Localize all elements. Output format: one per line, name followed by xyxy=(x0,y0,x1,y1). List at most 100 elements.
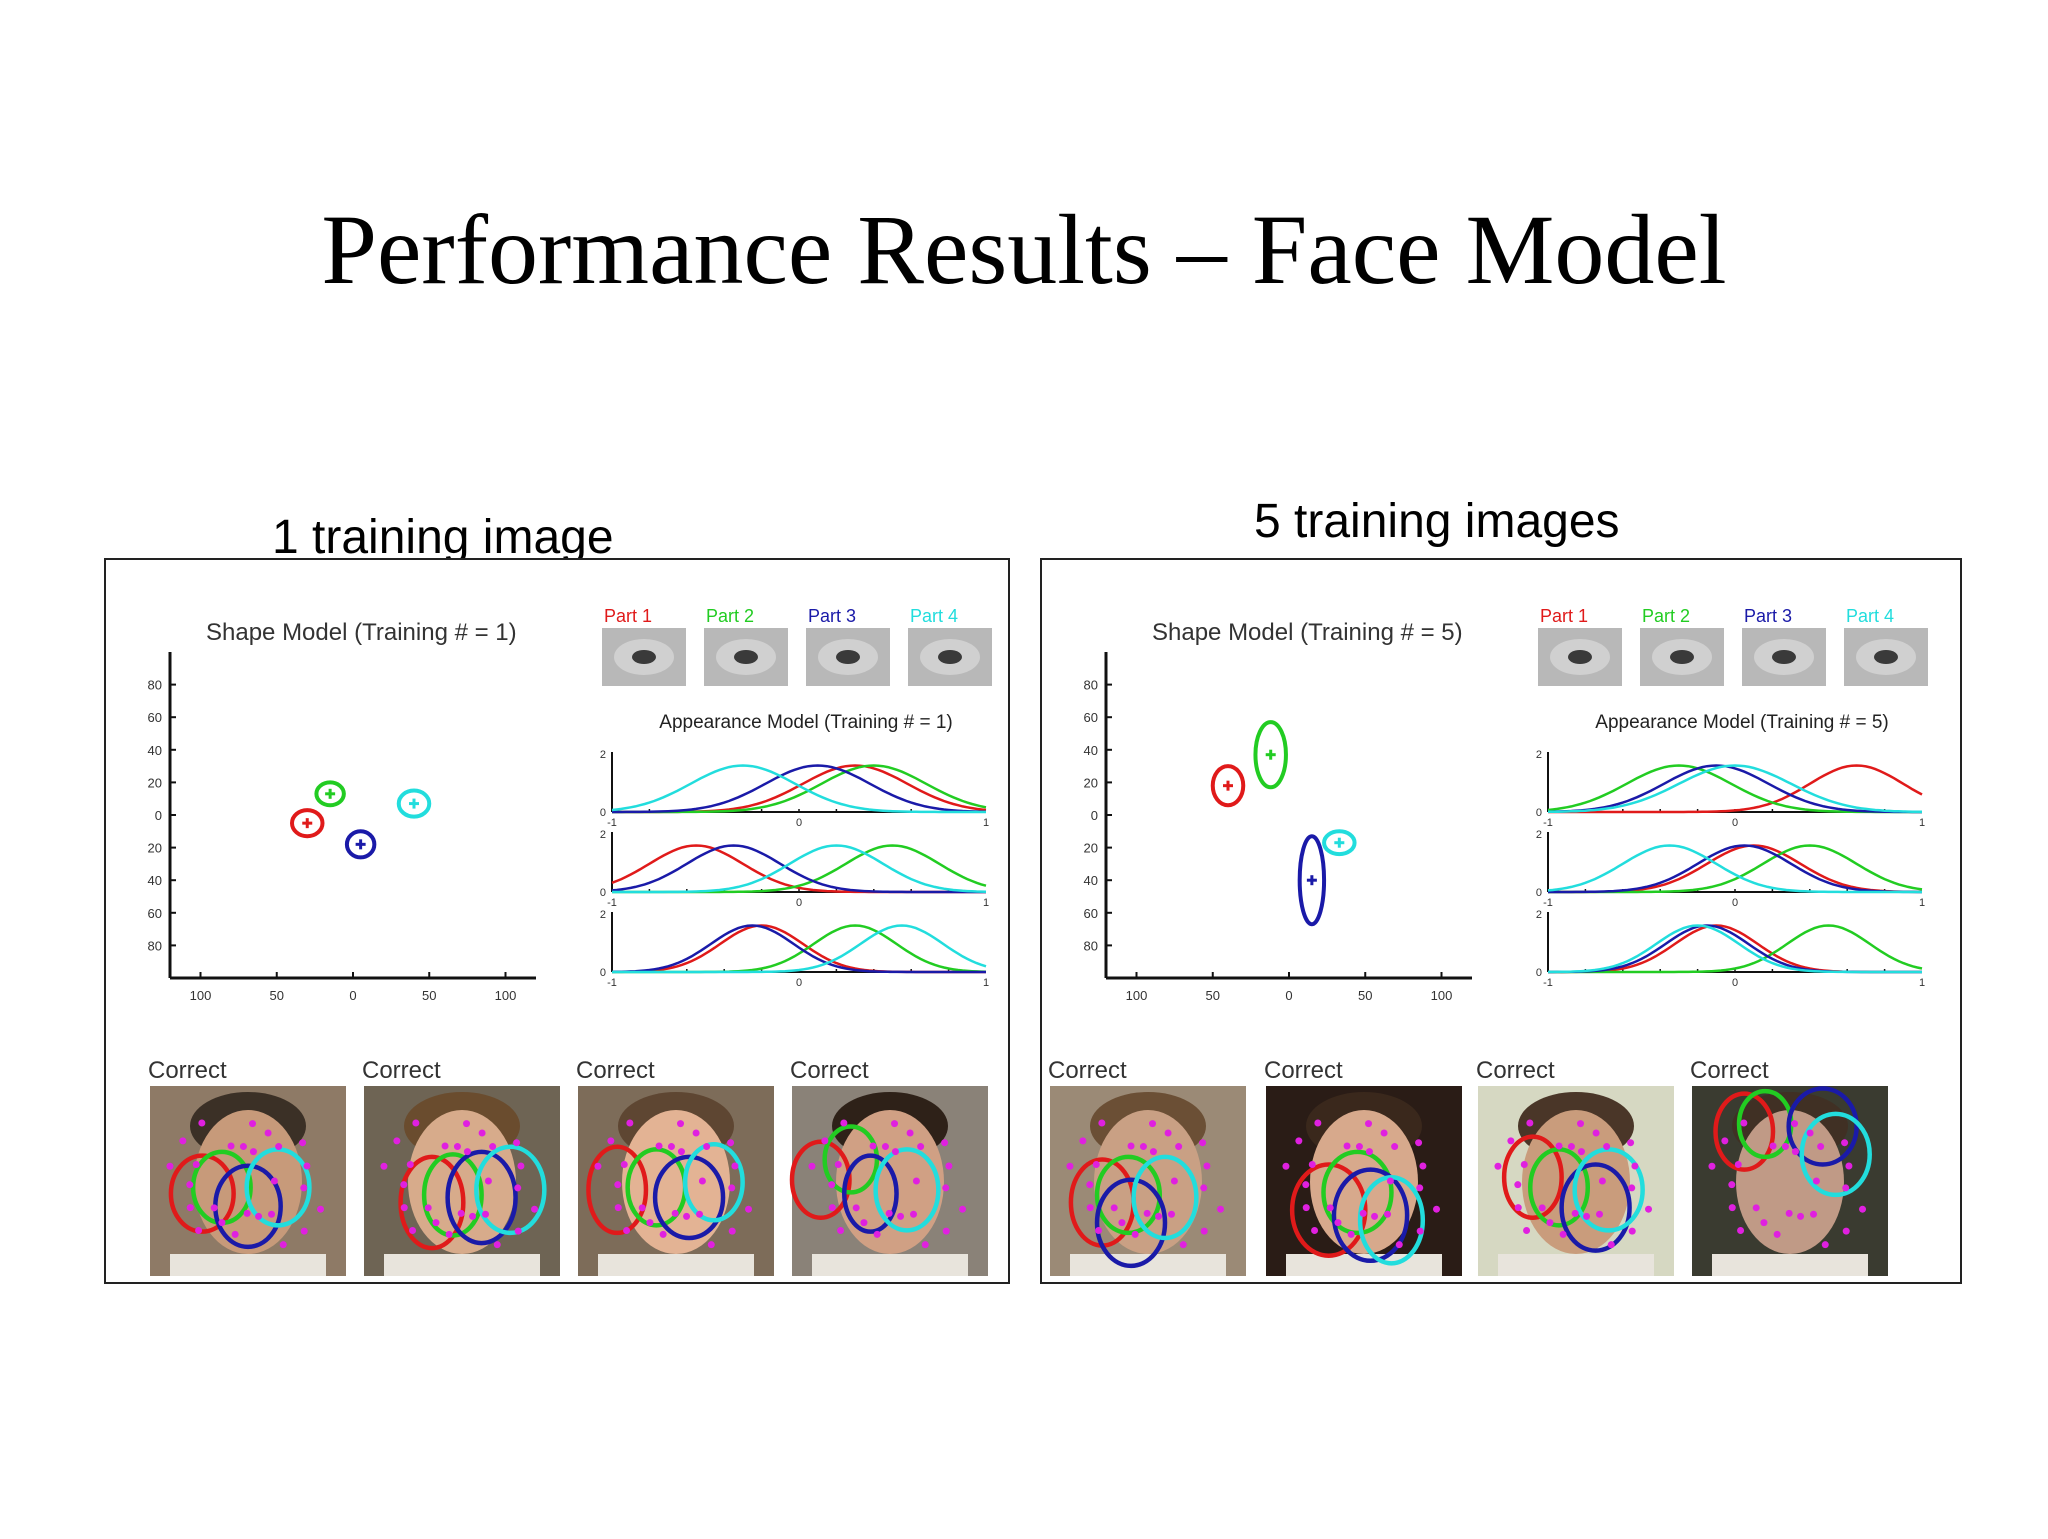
face-part-ellipse xyxy=(168,1153,236,1234)
appearance-y-tick-label: 0 xyxy=(600,807,606,819)
feature-point xyxy=(828,1181,836,1189)
feature-point xyxy=(400,1204,408,1212)
feature-point xyxy=(646,1219,654,1227)
shape-part-ellipse xyxy=(314,780,346,808)
face-part-ellipse xyxy=(1321,1149,1394,1236)
feature-point xyxy=(1203,1162,1211,1170)
feature-point xyxy=(959,1205,967,1213)
shape-y-tick-label: 60 xyxy=(148,710,162,725)
feature-point xyxy=(728,1227,736,1235)
face-detection-image xyxy=(364,1086,560,1276)
feature-point xyxy=(667,1143,675,1151)
feature-point xyxy=(698,1177,706,1185)
feature-point xyxy=(1520,1160,1528,1168)
feature-point xyxy=(1628,1227,1636,1235)
feature-point xyxy=(1314,1119,1322,1127)
feature-point xyxy=(255,1212,263,1220)
feature-point xyxy=(1607,1241,1615,1249)
feature-point xyxy=(270,1177,278,1185)
face-shoulders xyxy=(384,1254,540,1276)
feature-point xyxy=(945,1162,953,1170)
face-skin xyxy=(836,1110,944,1254)
face-part-ellipse xyxy=(1786,1086,1859,1167)
feature-point xyxy=(677,1120,685,1128)
feature-point xyxy=(424,1204,432,1212)
feature-point xyxy=(881,1143,889,1151)
feature-point xyxy=(745,1205,753,1213)
shape-part-ellipse xyxy=(344,829,377,860)
feature-point xyxy=(412,1119,420,1127)
appearance-x-tick-label: 1 xyxy=(1919,897,1925,909)
face-part-ellipse xyxy=(1713,1091,1776,1172)
face-part-ellipse xyxy=(789,1139,852,1220)
feature-point xyxy=(1416,1184,1424,1192)
shape-part-ellipse xyxy=(1322,829,1357,857)
feature-point xyxy=(834,1160,842,1168)
feature-point xyxy=(1311,1226,1319,1234)
feature-point xyxy=(1118,1219,1126,1227)
feature-point xyxy=(1598,1177,1606,1185)
face-part-ellipse xyxy=(586,1144,649,1236)
feature-point xyxy=(1384,1210,1392,1218)
figure-panel-right: Shape Model (Training # = 5) 80 60 40 20 0 20 4… xyxy=(1040,558,1962,1284)
result-label: Correct xyxy=(1690,1057,1769,1084)
part-label: Part 3 xyxy=(808,606,856,626)
shape-x-tick-label: 100 xyxy=(1431,988,1453,1003)
feature-point xyxy=(912,1177,920,1185)
appearance-model-title: Appearance Model (Training # = 1) xyxy=(659,712,952,733)
part-thumbnail-feature xyxy=(1670,650,1694,664)
shape-part-ellipse xyxy=(1253,720,1288,790)
face-skin xyxy=(1094,1110,1202,1254)
feature-point xyxy=(1282,1162,1290,1170)
feature-point xyxy=(1395,1241,1403,1249)
feature-point xyxy=(677,1148,685,1156)
shape-x-tick-label: 50 xyxy=(1358,988,1372,1003)
feature-point xyxy=(514,1227,522,1235)
feature-point xyxy=(1571,1209,1579,1217)
feature-point xyxy=(1791,1120,1799,1128)
shape-x-tick-label: 100 xyxy=(190,988,212,1003)
feature-point xyxy=(696,1210,704,1218)
appearance-gaussian-curve xyxy=(612,764,987,814)
shape-x-tick-label: 50 xyxy=(1206,988,1220,1003)
feature-point xyxy=(166,1162,174,1170)
feature-point xyxy=(1343,1142,1351,1150)
shape-y-tick-label: 80 xyxy=(148,678,162,693)
appearance-y-tick-label: 0 xyxy=(1536,807,1542,819)
face-shoulders xyxy=(1070,1254,1226,1276)
face-shoulders xyxy=(812,1254,968,1276)
appearance-gaussian-curve xyxy=(1547,844,1922,894)
feature-point xyxy=(1842,1227,1850,1235)
feature-point xyxy=(1168,1210,1176,1218)
feature-point xyxy=(1760,1219,1768,1227)
appearance-x-tick-label: 0 xyxy=(1732,897,1738,909)
appearance-gaussian-curve xyxy=(1547,764,1922,814)
feature-point xyxy=(1728,1181,1736,1189)
feature-point xyxy=(1841,1139,1849,1147)
appearance-y-tick-label: 2 xyxy=(1536,829,1542,841)
feature-point xyxy=(1810,1210,1818,1218)
feature-point xyxy=(463,1148,471,1156)
appearance-x-tick-label: 0 xyxy=(796,897,802,909)
feature-point xyxy=(243,1209,251,1217)
face-part-ellipse xyxy=(682,1142,745,1223)
appearance-x-tick-label: 0 xyxy=(796,817,802,829)
feature-point xyxy=(1365,1120,1373,1128)
feature-point xyxy=(432,1219,440,1227)
feature-point xyxy=(249,1120,257,1128)
shape-y-tick-label: 20 xyxy=(148,775,162,790)
feature-point xyxy=(852,1204,860,1212)
shape-y-tick-label: 0 xyxy=(1091,808,1098,823)
feature-point xyxy=(1170,1177,1178,1185)
face-part-ellipse xyxy=(1131,1154,1199,1241)
appearance-x-tick-label: 0 xyxy=(1732,977,1738,989)
feature-point xyxy=(249,1148,257,1156)
appearance-gaussian-curve xyxy=(612,764,987,814)
face-skin xyxy=(1736,1110,1844,1254)
feature-point xyxy=(808,1162,816,1170)
feature-point xyxy=(1149,1120,1157,1128)
feature-point xyxy=(1149,1148,1157,1156)
feature-point xyxy=(906,1129,914,1137)
feature-point xyxy=(614,1204,622,1212)
shape-x-tick-label: 0 xyxy=(1285,988,1292,1003)
